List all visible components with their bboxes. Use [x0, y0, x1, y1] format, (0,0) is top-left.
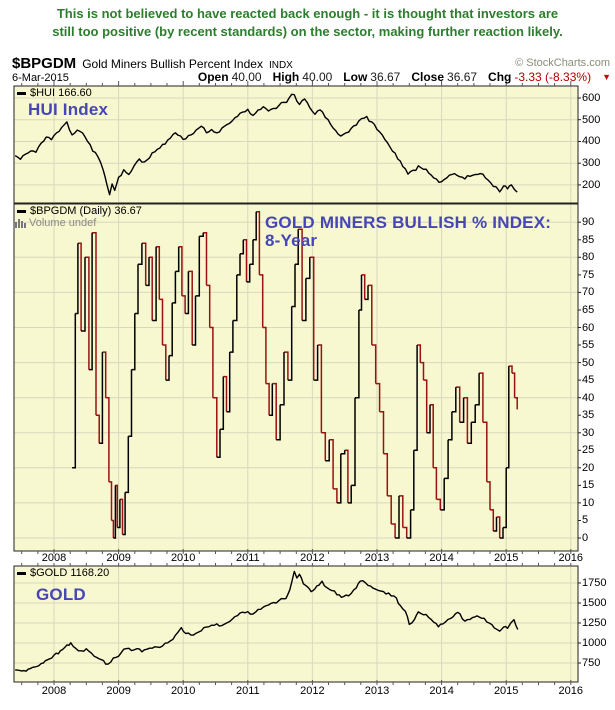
bpgdm-panel	[13, 203, 581, 552]
bpgdm-ytick-55: 55	[582, 339, 595, 352]
annotation-text: This is not believed to have reacted bac…	[0, 5, 615, 41]
bpgdm-up-segments	[72, 211, 510, 539]
hui-ytick-200: 200	[582, 178, 601, 191]
bpgdm-title-line2: 8-Year	[265, 231, 318, 250]
year-label-bottom-2012: 2012	[300, 685, 325, 697]
year-label-mid-2016: 2016	[558, 552, 584, 564]
hui-ytick-400: 400	[582, 135, 601, 148]
gold-ytick-1500: 1500	[582, 596, 607, 609]
gold-price-line	[15, 570, 519, 672]
quote-open: Open 40.00	[197, 70, 262, 84]
ticker-symbol: $BPGDM	[12, 55, 77, 72]
ticker-exchange: INDX	[268, 60, 293, 71]
year-label-bottom-2013: 2013	[364, 685, 390, 697]
bpgdm-legend: $BPGDM (Daily) 36.67	[17, 205, 142, 217]
bpgdm-ytick-35: 35	[582, 409, 595, 422]
quote-chg: Chg -3.33 (-8.33%)	[488, 70, 592, 84]
bpgdm-ytick-10: 10	[582, 496, 595, 509]
change-down-triangle-icon: ▼	[602, 71, 611, 82]
year-label-bottom-2016: 2016	[558, 685, 584, 697]
quote-high: High 40.00	[272, 70, 333, 84]
bpgdm-legend-label: $BPGDM (Daily) 36.67	[30, 205, 142, 217]
bpgdm-ytick-5: 5	[582, 514, 589, 527]
ticker-name: Gold Miners Bullish Percent Index	[82, 57, 263, 71]
bpgdm-ytick-90: 90	[582, 216, 595, 229]
volume-legend: Volume undef	[15, 217, 96, 229]
quote-close: Close 36.67	[411, 70, 478, 84]
quote-low: Low 36.67	[343, 70, 401, 84]
bpgdm-ytick-50: 50	[582, 356, 595, 369]
hui-legend: $HUI 166.60	[17, 87, 92, 99]
year-label-mid-2009: 2009	[106, 552, 131, 564]
year-label-mid-2010: 2010	[170, 552, 196, 564]
year-label-mid-2011: 2011	[235, 552, 260, 564]
quote-date: 6-Mar-2015	[12, 72, 69, 84]
bpgdm-ytick-40: 40	[582, 391, 595, 404]
year-label-bottom-2010: 2010	[170, 685, 196, 697]
bpgdm-ytick-30: 30	[582, 426, 595, 439]
hui-ytick-300: 300	[582, 157, 601, 170]
copyright-label: © StockCharts.com	[515, 57, 610, 69]
year-label-mid-2012: 2012	[300, 552, 325, 564]
hui-panel	[13, 85, 581, 204]
ohlc-quote-row: Open 40.00 High 40.00 Low 36.67 Close 36.67 Chg -…	[198, 70, 611, 84]
volume-bars-icon	[15, 219, 26, 228]
gold-panel	[13, 565, 581, 683]
bpgdm-ytick-60: 60	[582, 321, 595, 334]
hui-ytick-600: 600	[582, 91, 601, 104]
hui-legend-label: $HUI 166.60	[30, 87, 92, 99]
gold-ytick-1750: 1750	[582, 576, 607, 589]
volume-label: Volume undef	[29, 217, 97, 229]
bpgdm-ytick-70: 70	[582, 286, 595, 299]
bpgdm-ytick-25: 25	[582, 444, 595, 457]
hui-price-line	[14, 93, 518, 196]
bpgdm-ytick-85: 85	[582, 233, 595, 246]
bpgdm-ytick-0: 0	[582, 532, 589, 545]
annotation-line1: This is not believed to have reacted bac…	[56, 6, 559, 21]
year-label-bottom-2011: 2011	[235, 685, 260, 697]
year-label-mid-2013: 2013	[364, 552, 390, 564]
hui-ytick-500: 500	[582, 113, 601, 126]
gold-ytick-750: 750	[582, 656, 601, 669]
gold-legend: $GOLD 1168.20	[17, 567, 109, 579]
bpgdm-down-segments	[77, 210, 518, 538]
year-label-bottom-2015: 2015	[493, 685, 519, 697]
gold-ytick-1250: 1250	[582, 616, 607, 629]
bpgdm-ytick-75: 75	[582, 268, 595, 281]
legend-dash-icon	[17, 91, 26, 95]
gold-legend-label: $GOLD 1168.20	[30, 567, 110, 579]
annotation-line2: still too positive (by recent standards)…	[52, 24, 563, 39]
bpgdm-ytick-80: 80	[582, 251, 595, 264]
year-label-mid-2015: 2015	[493, 552, 519, 564]
year-label-mid-2014: 2014	[429, 552, 454, 564]
year-label-bottom-2009: 2009	[106, 685, 131, 697]
bpgdm-title-line1: GOLD MINERS BULLISH % INDEX:	[265, 213, 552, 232]
hui-panel-title: HUI Index	[28, 100, 109, 119]
bpgdm-ytick-20: 20	[582, 461, 595, 474]
bpgdm-ytick-45: 45	[582, 374, 595, 387]
bpgdm-ytick-65: 65	[582, 303, 595, 316]
year-label-bottom-2008: 2008	[41, 685, 67, 697]
year-label-bottom-2014: 2014	[429, 685, 454, 697]
chart-header: $BPGDM Gold Miners Bullish Percent Index…	[12, 55, 293, 72]
legend-dash-icon	[17, 209, 26, 213]
legend-dash-icon	[17, 571, 26, 575]
bpgdm-ytick-15: 15	[582, 479, 595, 492]
year-label-mid-2008: 2008	[41, 552, 67, 564]
gold-ytick-1000: 1000	[582, 636, 607, 649]
gold-panel-title: GOLD	[36, 585, 86, 604]
